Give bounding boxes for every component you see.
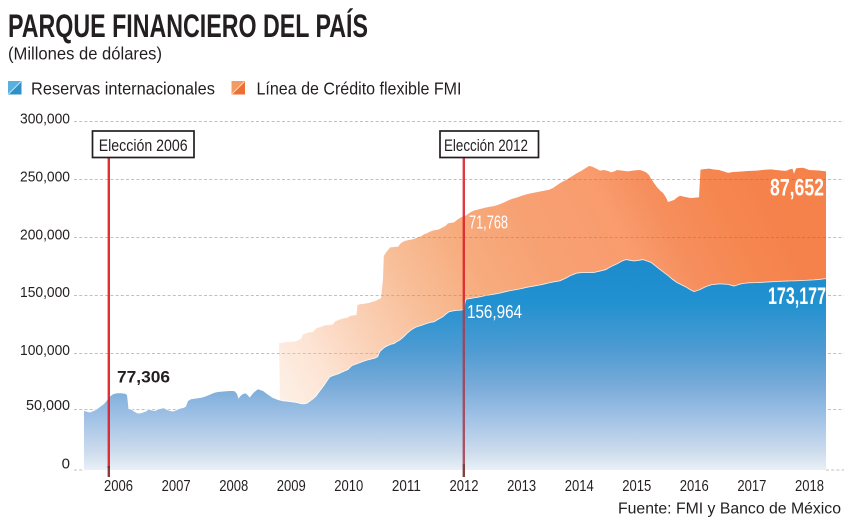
svg-text:300,000: 300,000 xyxy=(20,111,70,128)
svg-text:87,652: 87,652 xyxy=(770,175,824,202)
svg-text:156,964: 156,964 xyxy=(467,302,522,322)
svg-text:0: 0 xyxy=(62,456,70,473)
svg-text:2013: 2013 xyxy=(507,478,536,495)
svg-text:2012: 2012 xyxy=(450,478,479,495)
svg-text:2007: 2007 xyxy=(162,478,191,495)
svg-text:50,000: 50,000 xyxy=(26,397,70,414)
svg-text:2008: 2008 xyxy=(219,478,248,495)
svg-text:PARQUE FINANCIERO DEL PAÍS: PARQUE FINANCIERO DEL PAÍS xyxy=(8,8,368,44)
svg-text:71,768: 71,768 xyxy=(469,213,508,233)
svg-text:2010: 2010 xyxy=(334,478,363,495)
svg-text:2015: 2015 xyxy=(622,478,651,495)
svg-text:(Millones de dólares): (Millones de dólares) xyxy=(8,44,162,64)
svg-text:Fuente: FMI y Banco de México: Fuente: FMI y Banco de México xyxy=(618,501,841,518)
svg-text:2009: 2009 xyxy=(277,478,306,495)
svg-text:250,000: 250,000 xyxy=(20,169,70,186)
svg-text:100,000: 100,000 xyxy=(20,342,70,359)
svg-text:Línea de Crédito flexible FMI: Línea de Crédito flexible FMI xyxy=(257,79,462,99)
svg-text:Elección 2012: Elección 2012 xyxy=(444,136,528,155)
svg-text:2006: 2006 xyxy=(104,478,133,495)
svg-text:2014: 2014 xyxy=(565,478,594,495)
svg-text:200,000: 200,000 xyxy=(20,227,70,244)
svg-text:173,177: 173,177 xyxy=(768,283,826,310)
svg-text:2011: 2011 xyxy=(392,478,421,495)
svg-text:2016: 2016 xyxy=(680,478,709,495)
svg-text:77,306: 77,306 xyxy=(117,369,170,387)
svg-text:150,000: 150,000 xyxy=(20,284,70,301)
svg-text:2017: 2017 xyxy=(737,478,766,495)
svg-text:Elección 2006: Elección 2006 xyxy=(99,136,188,155)
svg-text:Reservas internacionales: Reservas internacionales xyxy=(31,79,215,99)
svg-text:2018: 2018 xyxy=(795,478,824,495)
